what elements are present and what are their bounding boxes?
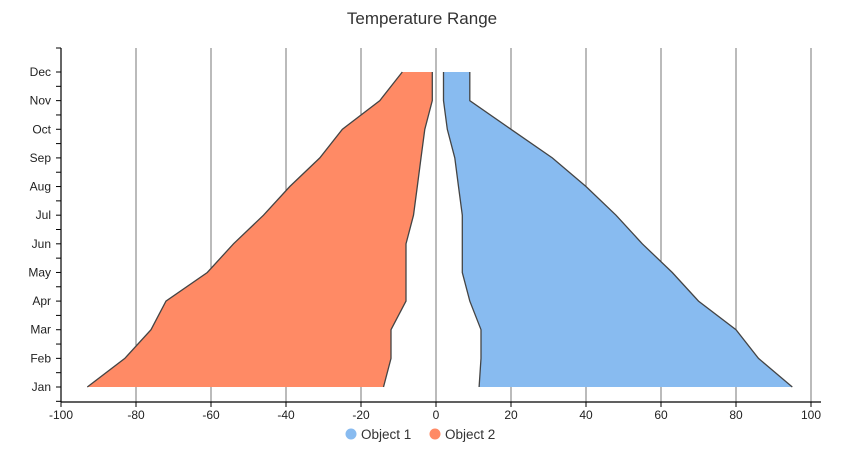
- legend-swatch-1: [345, 428, 357, 440]
- axes: -100 -80 -60 -40 -20 0 20 40 60 80 100 Jan Feb Mar Apr…: [28, 47, 821, 422]
- y-tick-label-8: Sep: [30, 151, 52, 165]
- y-tick-label-10: Nov: [30, 94, 51, 108]
- x-tick-label-1: -80: [127, 408, 145, 422]
- x-tick-label-2: -60: [202, 408, 220, 422]
- x-tick-label-5: 0: [433, 408, 440, 422]
- series-low-line-2: [86, 71, 403, 388]
- series-low-line-1: [442, 72, 482, 388]
- series-area-1: [443, 72, 793, 387]
- legend-label-2: Object 2: [445, 427, 495, 442]
- y-tick-label-0: Jan: [32, 380, 51, 394]
- y-tick-label-4: May: [28, 265, 51, 279]
- series-area-2: [87, 72, 433, 387]
- x-tick-label-4: -20: [352, 408, 370, 422]
- y-tick-label-5: Jun: [32, 237, 51, 251]
- y-tick-label-6: Jul: [36, 208, 51, 222]
- x-tick-label-8: 60: [654, 408, 668, 422]
- chart-title: Temperature Range: [347, 9, 497, 28]
- legend-label-1: Object 1: [361, 427, 411, 442]
- legend: Object 1 Object 2: [345, 427, 495, 442]
- y-tick-label-1: Feb: [30, 351, 51, 365]
- series-high-line-1: [469, 72, 793, 388]
- legend-swatch-2: [429, 428, 441, 440]
- series-areas: [86, 71, 793, 388]
- x-tick-label-0: -100: [49, 408, 73, 422]
- x-tick-label-7: 40: [579, 408, 593, 422]
- x-tick-label-9: 80: [729, 408, 743, 422]
- series-high-line-2: [382, 72, 433, 388]
- y-tick-label-11: Dec: [30, 65, 51, 79]
- y-tick-label-9: Oct: [32, 122, 51, 136]
- y-tick-label-7: Aug: [30, 180, 51, 194]
- x-tick-label-3: -40: [277, 408, 295, 422]
- x-tick-label-10: 100: [801, 408, 821, 422]
- x-tick-label-6: 20: [504, 408, 518, 422]
- y-tick-label-2: Mar: [30, 323, 51, 337]
- y-tick-label-3: Apr: [32, 294, 51, 308]
